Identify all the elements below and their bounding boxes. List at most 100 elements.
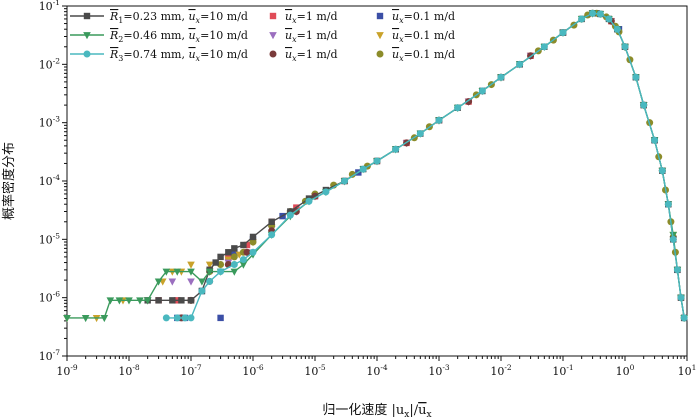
data-point: [206, 277, 214, 285]
series-7: [162, 9, 688, 322]
data-point: [416, 130, 424, 138]
data-point: [217, 268, 225, 276]
legend-item: R1=0.23 mm, ux=10 m/d: [70, 10, 248, 25]
data-point: [305, 197, 313, 205]
data-point: [373, 157, 381, 165]
data-point: [198, 287, 206, 295]
data-point: [392, 145, 400, 153]
x-tick-label: 101: [678, 363, 697, 378]
data-point: [231, 249, 238, 256]
y-tick-label: 10-6: [39, 290, 61, 305]
x-axis-title: 归一化速度 |ux|/ux: [322, 402, 431, 420]
legend-marker: [376, 12, 384, 20]
data-point: [249, 238, 257, 246]
legend-item: ux=1 m/d: [269, 10, 338, 25]
data-point: [613, 25, 621, 33]
legend-label: ux=1 m/d: [285, 10, 338, 25]
legend-label: R2=0.46 mm, ux=10 m/d: [109, 29, 248, 44]
data-point: [115, 297, 124, 305]
y-axis-title: 概率密度分布: [1, 142, 17, 220]
legend-marker: [269, 12, 277, 20]
legend-item: ux=1 m/d: [269, 29, 338, 44]
legend: R1=0.23 mm, ux=10 m/d ux=1 m/d ux=0.1 m/d R…: [70, 10, 455, 63]
legend-marker: [376, 50, 384, 58]
x-tick-label: 100: [616, 363, 635, 378]
data-point: [640, 101, 648, 109]
data-point: [230, 261, 238, 269]
data-point: [125, 297, 133, 305]
data-point: [605, 15, 613, 23]
x-axis-title-sep: |/: [409, 403, 418, 418]
data-point: [187, 268, 195, 276]
data-point: [664, 200, 672, 208]
data-point: [621, 43, 629, 51]
data-point: [651, 136, 659, 144]
data-point: [155, 297, 162, 304]
legend-label: R1=0.23 mm, ux=10 m/d: [109, 10, 248, 25]
x-axis-title-over: u: [418, 403, 426, 418]
data-point: [136, 297, 144, 305]
data-point: [677, 294, 685, 302]
data-point: [231, 245, 238, 252]
y-tick-label: 10-2: [39, 56, 61, 71]
data-point: [230, 268, 239, 276]
data-point: [268, 218, 275, 225]
y-tick-label: 10-5: [39, 231, 61, 246]
legend-item: ux=0.1 m/d: [376, 48, 455, 63]
legend-label: R3=0.74 mm, ux=10 m/d: [109, 48, 248, 63]
series-layer: [63, 9, 688, 323]
x-tick-label: 10-5: [304, 363, 326, 378]
data-point: [225, 249, 232, 256]
data-point: [341, 177, 349, 185]
x-tick-label: 10-2: [490, 363, 512, 378]
legend-item: R3=0.74 mm, ux=10 m/d: [70, 48, 248, 63]
y-tick-label: 10-1: [39, 0, 60, 13]
data-point: [162, 268, 171, 276]
y-tick-label: 10-3: [39, 115, 61, 130]
data-point: [632, 73, 640, 81]
data-point: [658, 167, 666, 175]
data-point: [540, 43, 548, 51]
data-point: [154, 278, 163, 286]
data-point: [100, 314, 109, 323]
data-point: [187, 278, 195, 286]
x-tick-label: 10-6: [242, 363, 264, 378]
data-point: [478, 87, 486, 95]
legend-label: ux=0.1 m/d: [392, 10, 455, 25]
legend-label: ux=0.1 m/d: [392, 29, 455, 44]
data-point: [673, 266, 681, 274]
data-point: [243, 248, 251, 256]
data-point: [348, 170, 356, 178]
data-point: [187, 297, 195, 304]
data-point: [249, 248, 257, 256]
y-tick-label: 10-7: [39, 348, 61, 363]
y-tick-label: 10-4: [39, 173, 61, 188]
data-point: [187, 261, 195, 269]
data-point: [178, 297, 185, 304]
data-point: [81, 314, 90, 323]
data-point: [243, 241, 251, 249]
data-point: [516, 60, 524, 68]
data-point: [497, 73, 505, 81]
legend-label: ux=0.1 m/d: [392, 48, 455, 63]
data-point: [168, 278, 177, 286]
x-axis-title-main: 归一化速度 |u: [322, 402, 404, 418]
axis-ticks: 10-9 10-8 10-7 10-6 10-5 10-4 10-3 10-2 10-1 100 1…: [39, 0, 697, 378]
data-point: [359, 165, 367, 173]
data-point: [205, 261, 214, 269]
x-tick-label: 10-8: [118, 363, 140, 378]
data-point: [589, 9, 597, 17]
data-point: [286, 211, 294, 219]
data-point: [217, 253, 224, 261]
x-tick-label: 10-4: [366, 363, 388, 378]
legend-label: ux=1 m/d: [285, 29, 338, 44]
data-point: [181, 314, 189, 322]
data-point: [680, 314, 688, 322]
data-point: [143, 297, 152, 305]
data-point: [162, 314, 170, 322]
legend-label: ux=1 m/d: [285, 48, 338, 63]
data-point: [240, 241, 247, 249]
data-point: [169, 297, 176, 304]
data-point: [669, 235, 677, 243]
data-point: [106, 297, 115, 305]
